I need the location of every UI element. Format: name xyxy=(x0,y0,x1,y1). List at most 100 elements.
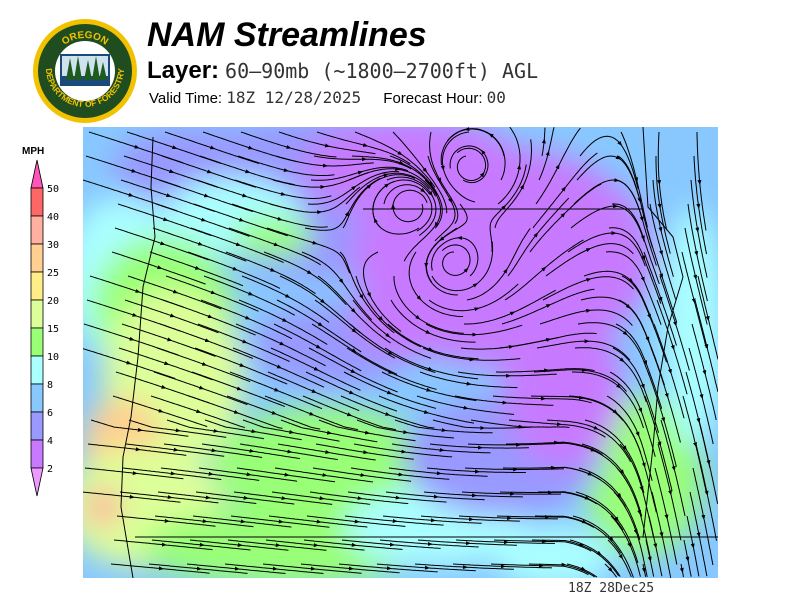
streamline xyxy=(386,172,430,190)
streamline xyxy=(390,299,431,334)
streamline xyxy=(187,251,238,271)
streamline xyxy=(521,426,570,428)
streamline xyxy=(236,412,283,429)
streamline xyxy=(231,203,283,221)
streamline xyxy=(206,195,253,213)
streamline xyxy=(622,360,647,403)
streamline xyxy=(466,407,515,415)
streamline xyxy=(160,467,214,476)
streamline xyxy=(706,493,718,541)
streamline xyxy=(307,185,357,205)
streamline xyxy=(322,498,371,505)
streamline xyxy=(362,251,379,298)
streamline xyxy=(306,515,360,524)
streamline xyxy=(200,244,247,262)
legend-swatch xyxy=(30,411,44,441)
streamline xyxy=(447,128,491,142)
streamline xyxy=(246,497,295,505)
streamline xyxy=(167,520,216,527)
legend-swatch xyxy=(30,243,44,273)
streamline xyxy=(538,491,590,500)
streamline xyxy=(505,228,531,271)
legend-swatch xyxy=(30,327,44,357)
streamline xyxy=(132,496,181,503)
timestamp-label: 18Z 28Dec25 xyxy=(568,581,655,596)
streamline xyxy=(279,366,325,388)
streamline xyxy=(365,145,411,165)
streamline xyxy=(428,390,477,402)
streamline xyxy=(325,474,374,483)
streamline xyxy=(496,515,551,519)
streamline xyxy=(351,155,405,165)
streamline xyxy=(385,491,439,499)
streamline xyxy=(203,219,250,237)
streamline xyxy=(660,419,676,472)
streamline xyxy=(263,251,313,275)
streamline xyxy=(115,371,167,389)
streamline xyxy=(350,467,404,477)
streamline xyxy=(161,410,208,428)
streamline xyxy=(343,371,393,395)
streamline xyxy=(303,539,357,547)
streamline xyxy=(353,310,391,344)
streamline xyxy=(606,395,640,437)
streamline xyxy=(369,174,416,187)
streamline xyxy=(240,544,289,551)
streamline xyxy=(504,266,547,301)
streamline xyxy=(360,166,409,173)
streamline xyxy=(352,299,391,338)
streamline xyxy=(442,168,476,203)
streamline xyxy=(696,253,708,302)
streamline xyxy=(280,419,333,435)
streamline xyxy=(535,515,588,524)
streamline xyxy=(643,386,659,433)
streamline xyxy=(670,371,685,419)
streamline xyxy=(444,429,493,434)
streamline xyxy=(424,227,458,268)
streamline xyxy=(83,491,135,499)
streamline xyxy=(242,419,295,434)
streamline xyxy=(318,419,371,435)
streamline xyxy=(241,219,288,237)
legend-swatch xyxy=(30,299,44,329)
streamline xyxy=(197,268,244,287)
streamline xyxy=(615,323,647,366)
streamline xyxy=(225,251,276,272)
streamline xyxy=(704,372,717,421)
streamline xyxy=(426,412,475,424)
streamline xyxy=(645,539,652,562)
streamline xyxy=(240,131,292,149)
streamline xyxy=(613,491,638,535)
streamline xyxy=(578,467,622,499)
streamline xyxy=(88,131,140,149)
streamline xyxy=(353,443,407,454)
streamline xyxy=(403,224,437,262)
streamline xyxy=(264,395,315,416)
streamline xyxy=(616,467,642,516)
streamline xyxy=(169,339,216,357)
streamline xyxy=(658,182,668,231)
streamline xyxy=(129,362,176,379)
streamline xyxy=(640,410,656,457)
streamline xyxy=(663,419,677,467)
streamline xyxy=(351,568,400,574)
streamline xyxy=(673,468,686,517)
streamline xyxy=(373,217,420,235)
streamline xyxy=(675,323,690,371)
streamline xyxy=(162,243,209,261)
streamline xyxy=(588,243,634,255)
streamline xyxy=(465,566,514,570)
streamline xyxy=(464,467,519,472)
streamline xyxy=(236,467,290,477)
streamline xyxy=(172,315,219,334)
streamline xyxy=(536,197,570,235)
streamline xyxy=(535,163,560,205)
layer-label: Layer: xyxy=(147,57,220,84)
streamline xyxy=(164,544,213,551)
streamline xyxy=(384,347,434,371)
forecast-hour-label: Forecast Hour: xyxy=(383,90,483,107)
streamline xyxy=(618,299,650,342)
streamline xyxy=(440,131,470,171)
streamline xyxy=(490,563,545,568)
streamline xyxy=(471,518,520,522)
